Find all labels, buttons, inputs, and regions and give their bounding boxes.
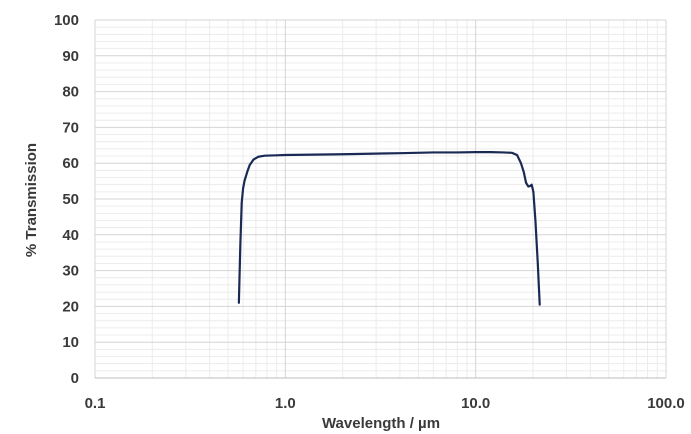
major-gridlines bbox=[94, 19, 667, 379]
y-tick-label: 100 bbox=[54, 12, 79, 29]
y-axis-tick-labels: 0 10 20 30 40 50 60 70 80 90 100 bbox=[54, 12, 79, 387]
series-line-1 bbox=[237, 151, 541, 306]
y-tick-label: 10 bbox=[62, 334, 79, 351]
y-axis-title: % Transmission bbox=[23, 143, 40, 257]
x-axis-title: Wavelength / µm bbox=[322, 415, 440, 432]
y-tick-label: 90 bbox=[62, 48, 79, 65]
y-tick-label: 40 bbox=[62, 227, 79, 244]
x-axis-tick-labels: 0.1 1.0 10.0 100.0 bbox=[85, 395, 685, 412]
y-tick-label: 70 bbox=[62, 119, 79, 136]
y-tick-label: 50 bbox=[62, 191, 79, 208]
y-tick-label: 60 bbox=[62, 155, 79, 172]
plot-frame bbox=[95, 20, 667, 379]
x-tick-label: 10.0 bbox=[461, 395, 490, 412]
y-tick-label: 20 bbox=[62, 298, 79, 315]
x-tick-label: 0.1 bbox=[85, 395, 106, 412]
y-tick-label: 0 bbox=[71, 370, 79, 387]
x-tick-label: 100.0 bbox=[647, 395, 685, 412]
y-tick-label: 80 bbox=[62, 84, 79, 101]
series-layer bbox=[237, 151, 541, 306]
y-tick-label: 30 bbox=[62, 263, 79, 280]
x-tick-label: 1.0 bbox=[275, 395, 296, 412]
minor-gridlines bbox=[95, 20, 666, 378]
